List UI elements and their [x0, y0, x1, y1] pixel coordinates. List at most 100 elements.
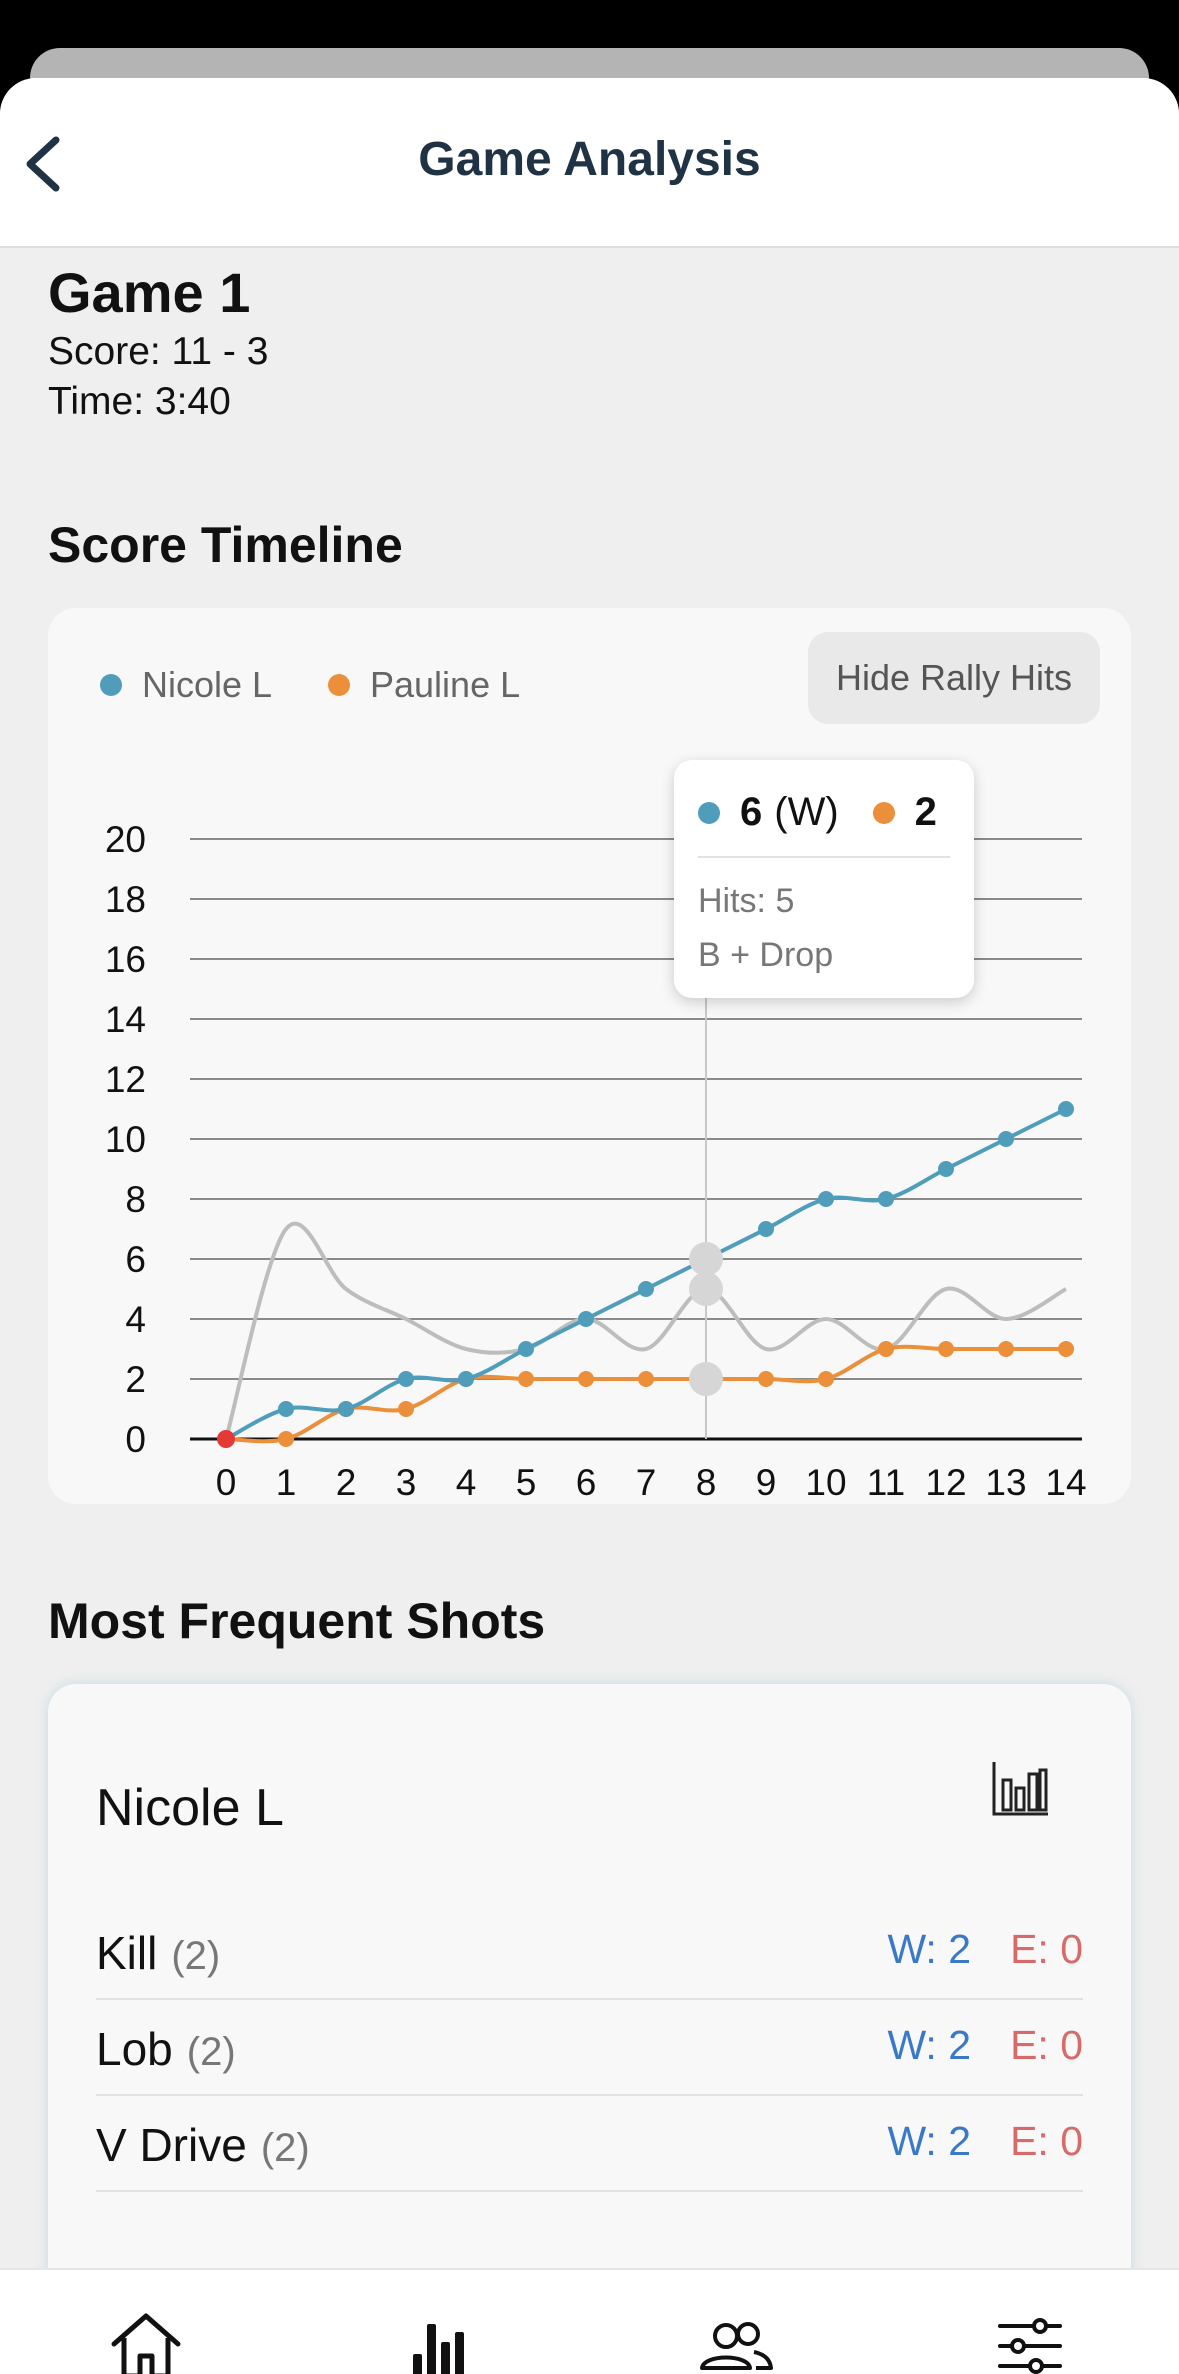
nicole-score-point: [338, 1401, 354, 1417]
x-tick-label: 11: [867, 1462, 905, 1503]
pauline-score-line: [225, 1344, 1066, 1444]
game-title: Game 1: [48, 261, 251, 324]
shot-winners: W: 2: [887, 2022, 971, 2068]
bar-chart-icon[interactable]: [990, 1758, 1052, 1820]
pauline-score-point: [758, 1371, 774, 1387]
shot-row[interactable]: Lob (2) W: 2 E: 0: [96, 1998, 1083, 2096]
legend-pauline: Pauline L: [328, 664, 520, 706]
y-tick-label: 4: [125, 1299, 146, 1340]
tab-settings[interactable]: [990, 2306, 1070, 2374]
shot-row[interactable]: Kill (2) W: 2 E: 0: [96, 1902, 1083, 2000]
pauline-score-point: [938, 1341, 954, 1357]
x-tick-label: 10: [805, 1462, 846, 1503]
tab-bar: [0, 2268, 1179, 2374]
rally-hits-line: [224, 1221, 1067, 1440]
legend-nicole: Nicole L: [100, 664, 272, 706]
shot-name-wrap: Kill (2): [96, 1926, 220, 1980]
tooltip-score-a: 6: [740, 790, 763, 834]
shot-winners: W: 2: [887, 1926, 971, 1972]
hide-rally-hits-button[interactable]: Hide Rally Hits: [808, 632, 1100, 724]
score-timeline-card: Nicole L Pauline L Hide Rally Hits 0 2 4 6 8…: [48, 608, 1131, 1504]
y-tick-label: 0: [125, 1419, 146, 1460]
tooltip-score-b: 2: [914, 790, 937, 834]
start-point: [217, 1430, 235, 1448]
tooltip-score-a-suffix: (W): [774, 790, 839, 834]
analysis-sheet: Game Analysis Game 1 Score: 11 - 3 Time:…: [0, 78, 1179, 2374]
nicole-score-point: [518, 1341, 534, 1357]
legend-label-pauline: Pauline L: [370, 664, 521, 705]
shot-errors: E: 0: [1010, 2022, 1083, 2068]
x-tick-label: 3: [396, 1462, 417, 1503]
people-icon: [700, 2322, 773, 2370]
tab-stats[interactable]: [400, 2306, 480, 2374]
shot-name: Lob: [96, 2023, 173, 2075]
pauline-score-point: [518, 1371, 534, 1387]
pauline-score-point: [818, 1371, 834, 1387]
tab-players[interactable]: [696, 2306, 776, 2374]
home-icon: [111, 2313, 181, 2374]
x-tick-label: 6: [576, 1462, 597, 1503]
shot-count: (2): [260, 2126, 310, 2170]
chart-tooltip: 6 (W) 2 Hits: 5 B + Drop: [674, 760, 974, 998]
x-tick-label: 0: [216, 1462, 237, 1503]
y-tick-label: 16: [105, 939, 146, 980]
nicole-score-point: [278, 1401, 294, 1417]
tooltip-dot-nicole: [698, 801, 720, 824]
shot-count: (2): [186, 2030, 236, 2074]
pauline-score-point: [1058, 1341, 1074, 1357]
highlight-marker: [689, 1242, 723, 1276]
x-tick-label: 9: [756, 1462, 777, 1503]
pauline-score-point: [278, 1431, 294, 1447]
tooltip-shot: B + Drop: [698, 936, 834, 974]
shot-count: (2): [171, 1934, 221, 1978]
y-tick-label: 10: [105, 1119, 146, 1160]
settings-sliders-icon: [998, 2318, 1062, 2374]
shot-row[interactable]: V Drive (2) W: 2 E: 0: [96, 2094, 1083, 2192]
shot-errors: E: 0: [1010, 1926, 1083, 1972]
pauline-score-point: [398, 1401, 414, 1417]
shots-player-name: Nicole L: [96, 1779, 284, 1837]
legend-dot-nicole: [100, 674, 122, 696]
pauline-score-point: [878, 1341, 894, 1357]
x-tick-label: 14: [1045, 1462, 1086, 1503]
stats-icon: [413, 2324, 464, 2374]
nicole-score-point: [1058, 1101, 1074, 1117]
score-timeline-title: Score Timeline: [48, 517, 403, 573]
nicole-score-point: [398, 1371, 414, 1387]
y-tick-label: 8: [125, 1179, 146, 1220]
legend-label-nicole: Nicole L: [142, 664, 273, 705]
x-tick-label: 12: [925, 1462, 966, 1503]
most-frequent-shots-title: Most Frequent Shots: [48, 1593, 546, 1649]
pauline-score-point: [578, 1371, 594, 1387]
shot-name: V Drive: [96, 2119, 247, 2171]
y-tick-label: 6: [125, 1239, 146, 1280]
tooltip-divider: [698, 856, 950, 858]
pauline-score-point: [638, 1371, 654, 1387]
nicole-score-point: [818, 1191, 834, 1207]
game-time: Time: 3:40: [48, 380, 231, 423]
tab-home[interactable]: [106, 2306, 186, 2374]
page-title: Game Analysis: [418, 133, 761, 186]
y-tick-label: 12: [105, 1059, 146, 1100]
x-tick-label: 7: [636, 1462, 657, 1503]
shot-winners: W: 2: [887, 2118, 971, 2164]
y-tick-label: 14: [105, 999, 146, 1040]
highlight-marker: [689, 1362, 723, 1396]
nicole-score-point: [578, 1311, 594, 1327]
nicole-score-point: [458, 1371, 474, 1387]
nicole-score-point: [638, 1281, 654, 1297]
back-button[interactable]: [14, 124, 86, 204]
tooltip-dot-pauline: [872, 801, 895, 824]
game-score: Score: 11 - 3: [48, 330, 269, 373]
x-tick-label: 2: [336, 1462, 357, 1503]
x-tick-label: 13: [985, 1462, 1026, 1503]
tooltip-hits: Hits: 5: [698, 882, 795, 920]
shots-card: Nicole L Kill (2) W: 2 E: 0 Lob (2) W: 2 E…: [48, 1684, 1131, 2374]
shot-name-wrap: V Drive (2): [96, 2118, 310, 2172]
pauline-score-point: [998, 1341, 1014, 1357]
x-tick-label: 4: [456, 1462, 477, 1503]
nicole-score-point: [758, 1221, 774, 1237]
nav-bar: Game Analysis: [0, 78, 1179, 248]
x-tick-label: 5: [516, 1462, 537, 1503]
